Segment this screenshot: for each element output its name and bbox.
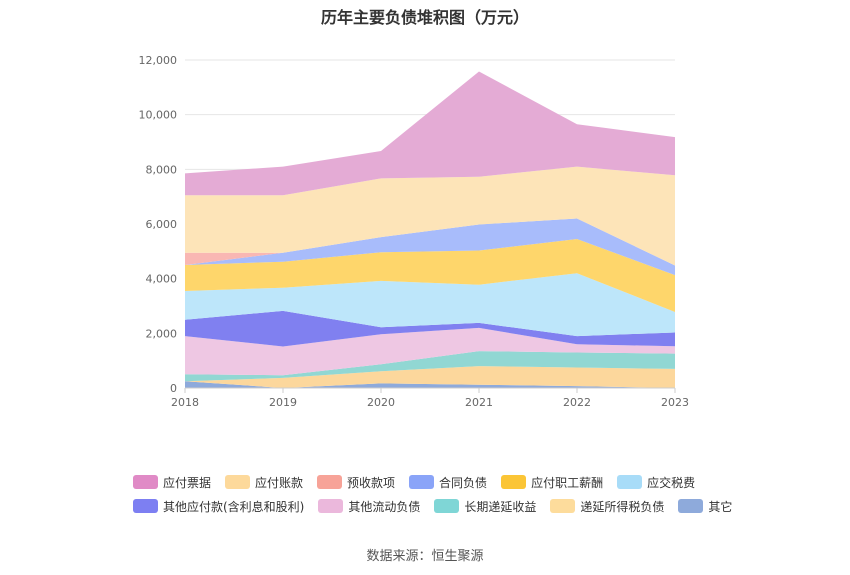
legend-item[interactable]: 长期递延收益	[434, 498, 536, 515]
legend-swatch	[617, 475, 643, 489]
area-其他流动负债	[185, 327, 675, 376]
legend-item[interactable]: 应付职工薪酬	[501, 474, 603, 491]
legend-swatch	[678, 499, 704, 513]
legend-swatch	[225, 475, 251, 489]
area-其它	[185, 381, 675, 388]
y-tick-label: 8,000	[146, 163, 178, 176]
chart-title: 历年主要负债堆积图（万元）	[320, 8, 529, 27]
legend-item[interactable]: 应付账款	[225, 474, 303, 491]
area-应付票据	[185, 71, 675, 196]
legend-item[interactable]: 其他应付款(含利息和股利)	[133, 498, 304, 515]
area-应付职工薪酬	[185, 239, 675, 312]
legend-label: 其它	[708, 499, 733, 514]
y-tick-label: 2,000	[146, 327, 178, 340]
legend-swatch	[318, 499, 344, 513]
legend-item[interactable]: 合同负债	[409, 474, 487, 491]
legend-row: 其他应付款(含利息和股利) 其他流动负债 长期递延收益 递延所得税负债 其它	[133, 494, 753, 518]
y-tick-label: 0	[170, 382, 177, 395]
legend-label: 长期递延收益	[464, 499, 537, 514]
legend-swatch	[317, 475, 343, 489]
legend-label: 预收款项	[347, 475, 396, 490]
legend-label: 递延所得税负债	[580, 499, 665, 514]
x-tick-label: 2021	[465, 396, 493, 409]
legend-swatch	[434, 499, 460, 513]
area-长期递延收益	[185, 351, 675, 382]
area-合同负债	[185, 218, 675, 276]
legend-row: 应付票据 应付账款 预收款项 合同负债 应付职工薪酬 应交税费	[133, 470, 753, 494]
x-tick-label: 2019	[269, 396, 297, 409]
legend-item[interactable]: 应付票据	[133, 474, 211, 491]
area-应交税费	[185, 273, 675, 337]
legend-item[interactable]: 递延所得税负债	[550, 498, 664, 515]
legend-label: 应付账款	[255, 475, 304, 490]
legend-swatch	[550, 499, 576, 513]
legend-label: 应付职工薪酬	[531, 475, 604, 490]
axis-layer: 0 2,000 4,000 6,000 8,000 10,000 12,000 2018 201…	[139, 54, 690, 409]
area-其他应付款(含利息和股利)	[185, 310, 675, 347]
legend: 应付票据 应付账款 预收款项 合同负债 应付职工薪酬 应交税费 其他应付款(含利息和股利) 其…	[133, 470, 753, 518]
legend-item[interactable]: 应交税费	[617, 474, 695, 491]
y-tick-label: 4,000	[146, 273, 178, 286]
x-tick-label: 2020	[367, 396, 395, 409]
x-tick-label: 2018	[171, 396, 199, 409]
y-tick-label: 12,000	[139, 54, 178, 67]
x-tick-label: 2022	[563, 396, 591, 409]
legend-label: 应付票据	[163, 475, 212, 490]
legend-label: 应交税费	[647, 475, 696, 490]
legend-item[interactable]: 预收款项	[317, 474, 395, 491]
area-递延所得税负债	[185, 366, 675, 388]
legend-swatch	[133, 499, 158, 513]
data-source: 数据来源：恒生聚源	[366, 549, 484, 564]
legend-label: 合同负债	[439, 475, 488, 490]
legend-item[interactable]: 其它	[678, 498, 732, 515]
y-tick-label: 6,000	[146, 218, 178, 231]
area-layer	[185, 71, 675, 388]
legend-swatch	[409, 475, 435, 489]
legend-swatch	[501, 475, 527, 489]
x-tick-label: 2023	[661, 396, 689, 409]
legend-label: 其他应付款(含利息和股利)	[163, 499, 305, 514]
y-tick-label: 10,000	[139, 109, 178, 122]
area-应付账款	[185, 166, 675, 266]
legend-item[interactable]: 其他流动负债	[318, 498, 420, 515]
legend-swatch	[133, 475, 158, 489]
legend-label: 其他流动负债	[348, 499, 421, 514]
